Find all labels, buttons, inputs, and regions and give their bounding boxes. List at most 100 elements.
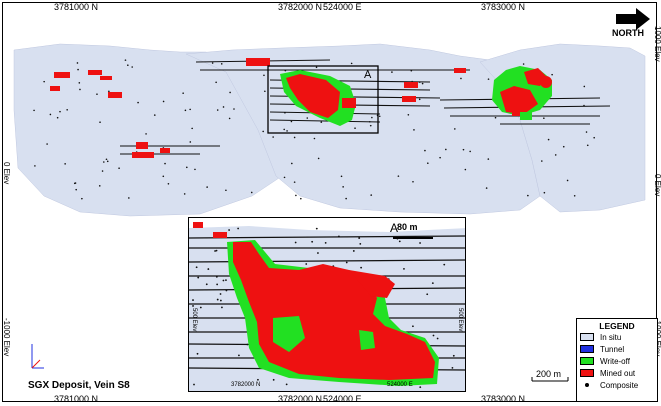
inset-label: A — [390, 221, 399, 235]
composite-dot — [106, 160, 109, 163]
inset-map-a: A 80 m 3782000 N 524000 E 500 Elev 500 E… — [188, 217, 466, 392]
composite-dot — [182, 92, 184, 94]
map-title: SGX Deposit, Vein S8 — [28, 380, 130, 391]
composite-dot — [99, 121, 101, 123]
composite-dot — [586, 144, 589, 147]
composite-dot — [128, 197, 130, 199]
inset-composite-dot — [359, 243, 362, 245]
composite-dot — [66, 108, 68, 111]
inset-composite-dot — [195, 266, 198, 269]
composite-dot — [371, 116, 373, 119]
composite-dot — [290, 120, 293, 123]
composite-dot — [108, 90, 110, 93]
composite-dot — [228, 117, 231, 120]
composite-dot — [487, 158, 490, 160]
composite-dot — [551, 73, 553, 76]
composite-dot — [250, 191, 253, 194]
composite-dot — [543, 117, 545, 119]
legend-label: Tunnel — [600, 344, 625, 354]
composite-dot — [300, 197, 302, 200]
composite-dot — [64, 163, 66, 165]
composite-dot — [189, 108, 191, 111]
inset-composite-dot — [324, 241, 327, 244]
scale-label: 200 m — [536, 369, 562, 379]
composite-dot — [293, 181, 296, 183]
composite-dot — [573, 194, 576, 197]
bottom-northing-3: 3783000 N — [481, 394, 526, 404]
composite-dot — [284, 69, 287, 72]
composite-dot — [427, 162, 429, 165]
inset-composite-dot — [452, 354, 455, 357]
inset-composite-dot — [426, 293, 429, 296]
composite-dot — [59, 110, 61, 113]
composite-dot — [78, 82, 81, 84]
composite-dot — [183, 193, 186, 195]
composite-dot — [46, 143, 48, 145]
composite-dot — [315, 66, 318, 69]
inset-composite-dot — [436, 337, 439, 340]
composite-dot — [293, 136, 296, 139]
composite-dot — [283, 176, 286, 179]
composite-dot — [75, 188, 77, 191]
composite-dot — [284, 112, 286, 114]
composite-dot — [206, 186, 208, 188]
composite-dot — [462, 148, 465, 151]
inset-composite-dot — [207, 268, 210, 270]
mined-out-west — [50, 70, 170, 158]
composite-dot — [191, 127, 193, 130]
composite-dot — [460, 77, 462, 80]
legend-item-mined-out: Mined out — [577, 367, 657, 379]
inset-composite-dot — [451, 366, 454, 369]
composite-dot — [286, 130, 288, 132]
legend-item-tunnel: Tunnel — [577, 343, 657, 355]
top-northing-2: 3782000 N — [278, 2, 323, 12]
tunnel-line — [269, 119, 381, 123]
inset-composite-dot — [412, 325, 414, 328]
inset-composite-dot — [294, 241, 297, 244]
composite-dot — [454, 128, 456, 130]
inset-composite-dot — [215, 275, 218, 278]
inset-composite-dot — [358, 237, 361, 239]
inset-composite-dot — [315, 227, 318, 230]
composite-dot — [485, 187, 488, 189]
bottom-easting: 524000 E — [323, 394, 362, 404]
composite-dot — [264, 90, 266, 93]
inset-composite-dot — [272, 378, 275, 381]
composite-dot — [306, 117, 309, 119]
composite-dot — [295, 194, 297, 197]
composite-dot — [96, 93, 98, 95]
inset-composite-dot — [337, 235, 340, 238]
composite-dot — [98, 185, 101, 187]
inset-composite-dot — [214, 250, 216, 252]
composite-dot — [164, 162, 166, 165]
composite-dot — [494, 116, 497, 119]
inset-composite-dot — [225, 289, 228, 292]
composite-dot — [73, 182, 76, 185]
write-off-swatch — [580, 357, 594, 365]
inset-composite-dot — [360, 266, 363, 269]
composite-dot — [56, 116, 59, 119]
composite-dot — [445, 148, 447, 151]
composite-dot — [562, 145, 565, 148]
inset-composite-dot — [257, 378, 259, 381]
top-easting: 524000 E — [323, 2, 362, 12]
composite-dot — [194, 168, 196, 171]
inset-composite-dot — [305, 263, 308, 265]
composite-dot — [397, 175, 400, 177]
inset-composite-dot — [216, 298, 219, 301]
composite-dot-icon — [585, 383, 589, 387]
legend-title: LEGEND — [599, 321, 635, 331]
bottom-northing-2: 3782000 N — [278, 394, 323, 404]
composite-dot — [522, 63, 525, 65]
composite-dot — [391, 71, 393, 73]
composite-dot — [583, 104, 585, 107]
composite-dot — [222, 106, 225, 108]
inset-composite-dot — [225, 279, 227, 282]
composite-dot — [162, 100, 165, 103]
inset-composite-dot — [317, 252, 319, 254]
inset-composite-dot — [216, 283, 219, 286]
inset-location-box — [267, 65, 379, 134]
inset-composite-dot — [205, 283, 208, 286]
north-arrow-icon — [616, 8, 650, 30]
legend-label: In situ — [600, 332, 622, 342]
